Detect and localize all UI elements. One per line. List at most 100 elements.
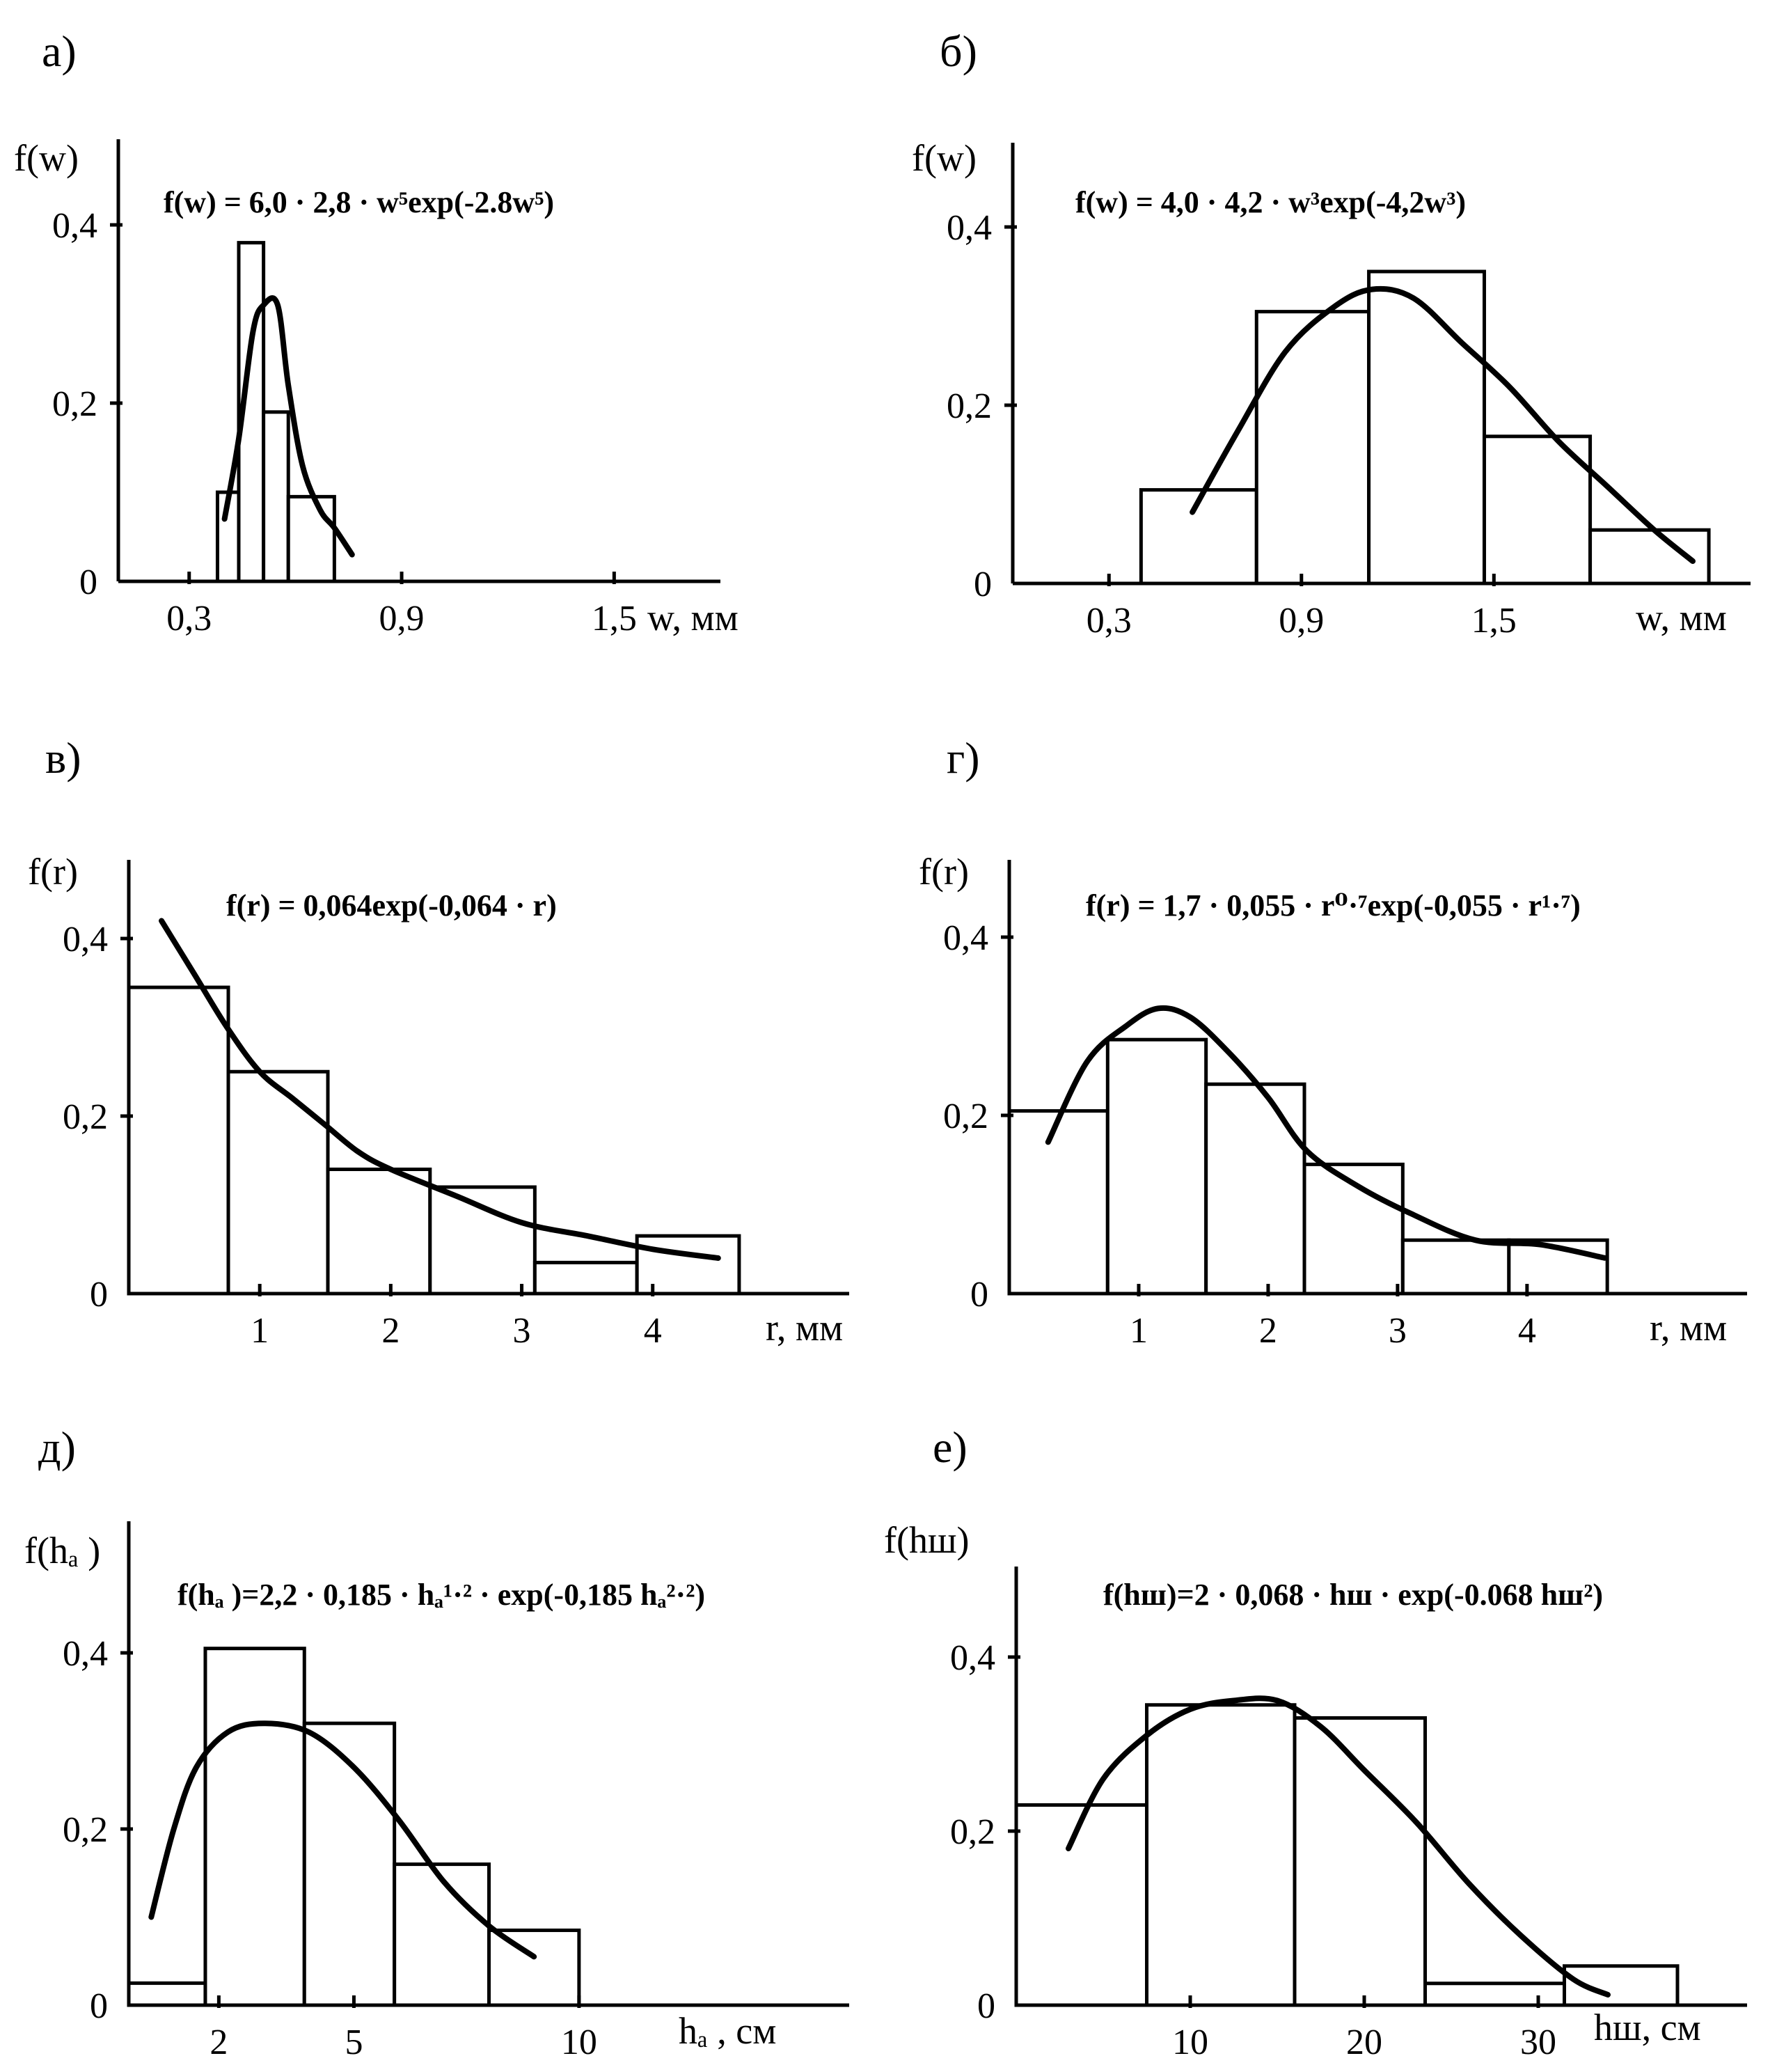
panel-b-label: б) — [940, 26, 977, 76]
panel-g-bar-3 — [1204, 1082, 1306, 1296]
panel-v-bar-1 — [127, 985, 230, 1296]
panel-d-label: д) — [38, 1422, 76, 1472]
panel-d-y-tick-label: 0,4 — [63, 1634, 108, 1674]
panel-d-bar-2 — [203, 1647, 306, 2007]
panel-e-x-axis-label: hш, см — [1594, 2007, 1701, 2048]
panel-g-x-tick-label: 3 — [1389, 1311, 1407, 1351]
panel-v-x-tick-label: 2 — [381, 1311, 400, 1351]
panel-v-x-axis-label: r, мм — [766, 1307, 843, 1349]
panel-e-bar-4 — [1423, 1981, 1566, 2007]
panel-v-fit-curve — [159, 918, 721, 1261]
panel-v-bar-2 — [226, 1069, 330, 1296]
panel-b-y-tick-label: 0,4 — [947, 208, 992, 248]
panel-a-fit-curve — [221, 295, 355, 558]
panel-a-y-tick-label: 0,4 — [52, 206, 97, 246]
panel-d-x-tick-label: 10 — [561, 2023, 597, 2062]
panel-b-chart: б) f(w) f(w) = 4,0 · 4,2 · w³exp(-4,2w³)… — [912, 26, 1751, 641]
panel-e-x-tick-label: 20 — [1346, 2023, 1382, 2062]
panel-a-y-axis-label: f(w) — [14, 137, 79, 179]
panel-d-x-axis-label: hₐ , см — [679, 2010, 776, 2052]
panel-b-y-axis-label: f(w) — [912, 137, 977, 179]
panel-v-x-tick-label: 4 — [644, 1311, 662, 1351]
panel-d-bar-3 — [302, 1721, 397, 2007]
panel-b-formula: f(w) = 4,0 · 4,2 · w³exp(-4,2w³) — [1075, 185, 1466, 219]
panel-a-bar-3 — [262, 410, 290, 583]
panel-v-x-tick-label: 1 — [251, 1311, 269, 1351]
panel-b-x-tick-label: 1,5 — [1471, 601, 1517, 641]
panel-e-x-tick-label: 10 — [1172, 2023, 1208, 2062]
panel-v-label: в) — [45, 733, 81, 783]
panel-a-bar-4 — [286, 494, 336, 583]
panel-v-y-tick-label: 0,2 — [63, 1097, 108, 1137]
panel-v-chart: в) f(r) f(r) = 0,064exp(-0,064 · r) r, м… — [28, 733, 849, 1351]
panel-b-y-tick-label: 0,2 — [947, 386, 992, 426]
panel-e-bar-3 — [1293, 1716, 1427, 2007]
panel-g-x-tick-label: 1 — [1130, 1311, 1148, 1351]
panel-a-label: а) — [42, 26, 77, 76]
panel-d-formula: f(hₐ )=2,2 · 0,185 · hₐ¹·² · exp(-0,185 … — [177, 1578, 705, 1612]
panel-d-y-tick-label: 0 — [90, 1986, 108, 2026]
panel-a-x-tick-label: 1,5 — [592, 599, 637, 638]
panel-v-y-tick-label: 0 — [90, 1275, 108, 1314]
panel-e-formula: f(hш)=2 · 0,068 · hш · exp(-0.068 hш²) — [1103, 1578, 1603, 1612]
panel-g-bar-1 — [1007, 1109, 1109, 1296]
panel-g-bar-2 — [1105, 1037, 1208, 1296]
panel-d-y-tick-label: 0,2 — [63, 1810, 108, 1850]
panel-g-x-tick-label: 2 — [1259, 1311, 1277, 1351]
panel-b-y-tick-label: 0 — [974, 565, 992, 604]
panel-a-x-tick-label: 0,9 — [379, 599, 425, 638]
panel-v-y-tick-label: 0,4 — [63, 920, 108, 959]
panel-g-label: г) — [947, 733, 980, 783]
panel-a-x-tick-label: 0,3 — [166, 599, 212, 638]
panel-v-bar-6 — [635, 1234, 741, 1296]
panel-g-chart: г) f(r) f(r) = 1,7 · 0,055 · r⁰·⁷exp(-0,… — [919, 733, 1747, 1351]
panel-e-label: е) — [933, 1422, 968, 1472]
panel-d-chart: д) f(hₐ ) f(hₐ )=2,2 · 0,185 · hₐ¹·² · e… — [24, 1422, 849, 2062]
panel-e-x-tick-label: 30 — [1520, 2023, 1556, 2062]
panel-a-chart: а) f(w) f(w) = 6,0 · 2,8 · w⁵exp(-2.8w⁵)… — [14, 26, 739, 638]
panel-g-x-axis-label: r, мм — [1650, 1307, 1727, 1349]
panel-d-bar-4 — [393, 1862, 491, 2007]
panel-v-bar-5 — [532, 1260, 639, 1296]
panel-b-x-tick-label: 0,9 — [1279, 601, 1324, 641]
panel-g-fit-curve — [1045, 1005, 1608, 1261]
panel-d-x-tick-label: 5 — [345, 2023, 363, 2062]
panel-e-bar-2 — [1145, 1703, 1297, 2007]
panel-e-chart: е) f(hш) f(hш)=2 · 0,068 · hш · exp(-0.0… — [884, 1422, 1747, 2062]
panel-g-formula: f(r) = 1,7 · 0,055 · r⁰·⁷exp(-0,055 · r¹… — [1086, 888, 1581, 923]
panel-a-formula: f(w) = 6,0 · 2,8 · w⁵exp(-2.8w⁵) — [164, 185, 554, 219]
panel-b-x-axis-label: w, мм — [1636, 597, 1727, 638]
panel-v-y-axis-label: f(r) — [28, 851, 78, 893]
panel-e-fit-curve — [1066, 1695, 1611, 1998]
panel-a-x-axis-label: w, мм — [647, 597, 739, 638]
panel-g-y-tick-label: 0,2 — [943, 1097, 988, 1136]
panel-e-bar-1 — [1014, 1803, 1148, 2007]
panel-e-bar-5 — [1563, 1964, 1680, 2007]
panel-v-bar-3 — [326, 1168, 432, 1296]
panel-v-x-tick-label: 3 — [513, 1311, 531, 1351]
panel-g-y-axis-label: f(r) — [919, 851, 969, 893]
panel-e-y-tick-label: 0,4 — [950, 1638, 995, 1678]
panel-g-bar-5 — [1400, 1238, 1511, 1296]
panel-g-y-tick-label: 0 — [970, 1275, 988, 1314]
panel-d-bar-1 — [127, 1981, 207, 2007]
panel-d-y-axis-label: f(hₐ ) — [24, 1530, 100, 1571]
panel-b-fit-curve — [1190, 285, 1696, 564]
panel-d-x-tick-label: 2 — [210, 2023, 228, 2062]
panel-e-y-tick-label: 0 — [977, 1986, 995, 2026]
panel-v-formula: f(r) = 0,064exp(-0,064 · r) — [226, 888, 557, 923]
panel-g-y-tick-label: 0,4 — [943, 918, 988, 958]
panel-b-bar-2 — [1254, 310, 1371, 586]
panel-b-bar-4 — [1482, 434, 1593, 586]
panel-a-y-tick-label: 0,2 — [52, 384, 97, 424]
panel-d-bar-5 — [487, 1928, 581, 2007]
panel-g-x-tick-label: 4 — [1518, 1311, 1536, 1351]
panel-b-bar-3 — [1367, 269, 1486, 586]
panel-a-y-tick-label: 0 — [79, 563, 97, 602]
panel-e-y-tick-label: 0,2 — [950, 1812, 995, 1852]
panel-d-fit-curve — [148, 1720, 537, 1960]
panel-b-x-tick-label: 0,3 — [1087, 601, 1132, 641]
panel-e-y-axis-label: f(hш) — [884, 1519, 970, 1561]
panel-v-bar-4 — [428, 1185, 537, 1296]
